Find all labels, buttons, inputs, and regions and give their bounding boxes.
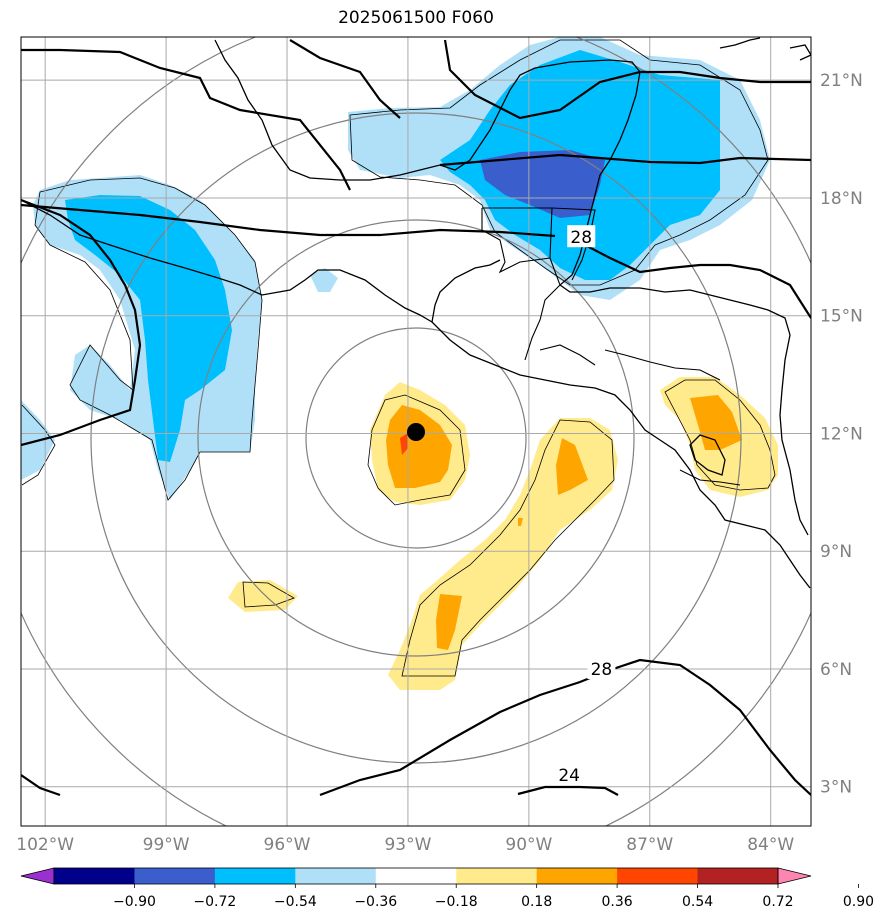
colorbar-tick-label: 0.18 (521, 894, 552, 910)
lon-tick-label: 84°W (747, 835, 794, 855)
colorbar-tick-label: 0.90 (843, 894, 874, 910)
contour-label-bg (587, 656, 616, 679)
positive-region-band-core-south (436, 594, 462, 650)
country-borders (481, 207, 741, 486)
positive-region-storm-peak (400, 433, 408, 455)
contour-label: 24 (558, 766, 580, 786)
colorbar-tick-label: 0.72 (762, 894, 793, 910)
lat-tick-label: 18°N (820, 189, 863, 209)
coastlines (21, 37, 811, 589)
colorbar-tick-label: 0.54 (682, 894, 713, 910)
lat-tick-label: 12°N (820, 424, 863, 444)
storm-center-marker (407, 423, 425, 441)
central-america-caribbean (559, 284, 809, 536)
cuba-coast (719, 37, 761, 49)
colorbar: −0.90 −0.72 −0.54 −0.36 −0.18 0.18 0.36 0.54 0.7… (20, 867, 874, 910)
lat-tick-label: 6°N (820, 660, 852, 680)
positive-region-band-speck (518, 518, 523, 526)
colorbar-swatch (536, 868, 618, 884)
contour-28-north (21, 203, 556, 238)
contour-upper-1 (21, 48, 351, 191)
colorbar-swatch (214, 868, 296, 884)
distance-ring-1 (305, 327, 527, 549)
negative-region-north-peak (480, 150, 605, 218)
colorbar-swatch (54, 868, 135, 884)
positive-region-band-core (556, 438, 588, 495)
mexico-pacific-coast (21, 199, 501, 324)
contour-west-loop (21, 198, 142, 447)
colorbar-swatch (375, 868, 457, 884)
contour-label: 28 (591, 660, 613, 680)
contour-upper-4 (439, 153, 811, 167)
nicaragua-costa-rica-border (679, 469, 741, 486)
colorbar-tick-label: −0.36 (354, 894, 397, 910)
colorbar-extend-max (777, 867, 812, 885)
contour-label-bg (555, 762, 584, 785)
gulf-coast-mexico (214, 39, 641, 286)
lat-tick-label: 3°N (820, 778, 852, 798)
lon-tick-label: 96°W (264, 835, 311, 855)
lat-tick-label: 9°N (820, 542, 852, 562)
negative-region-west-core (65, 195, 232, 462)
distance-rings (21, 37, 811, 826)
contour-label-bg (567, 225, 596, 248)
contour-24 (517, 785, 619, 796)
positive-region-small (228, 580, 298, 612)
guatemala-honduras-border (524, 257, 561, 361)
latitude-labels: 3°N 6°N 9°N 12°N 15°N 18°N 21°N (820, 71, 863, 798)
positive-region-storm-core (386, 405, 452, 488)
mexico-guatemala-border (481, 207, 553, 274)
thick-contours (21, 39, 811, 797)
colorbar-tick-label: −0.90 (113, 894, 156, 910)
negative-region-small (310, 268, 338, 292)
colorbar-swatch (134, 868, 216, 884)
longitude-labels: 102°W 99°W 96°W 93°W 90°W 87°W 84°W (16, 835, 794, 855)
colorbar-swatch (617, 868, 699, 884)
contour-sw (21, 774, 61, 797)
colorbar-frame (53, 867, 779, 885)
contour-label: 28 (570, 228, 592, 248)
colorbar-extend-min (20, 867, 55, 885)
colorbar-tick-label: −0.18 (435, 894, 478, 910)
colorbar-swatch (295, 868, 377, 884)
distance-ring-3 (90, 112, 742, 764)
contour-28-north-east (584, 244, 811, 319)
lon-tick-label: 99°W (143, 835, 190, 855)
map-title: 2025061500 F060 (338, 8, 494, 28)
central-america-pacific (431, 321, 811, 589)
map-frame (20, 36, 812, 827)
lake-nicaragua (689, 434, 726, 476)
lat-tick-label: 21°N (820, 71, 863, 91)
colorbar-tick-label: 0.36 (602, 894, 633, 910)
colorbar-tick-label: −0.72 (193, 894, 236, 910)
el-salvador-border (539, 344, 596, 366)
lat-tick-label: 15°N (820, 307, 863, 327)
distance-ring-2 (197, 219, 635, 657)
colorbar-tick-label: −0.54 (274, 894, 317, 910)
shaded-anomaly-layer (21, 37, 778, 690)
contour-labels: 28 28 24 (555, 225, 616, 786)
contour-upper-3 (443, 39, 811, 120)
lon-tick-label: 102°W (16, 835, 74, 855)
colorbar-swatch (697, 868, 779, 884)
contour-upper-2 (289, 39, 401, 119)
colorbar-swatch (456, 868, 538, 884)
honduras-nicaragua-border (604, 349, 721, 381)
lon-tick-label: 93°W (384, 835, 431, 855)
lon-tick-label: 87°W (626, 835, 673, 855)
cuba-west (789, 44, 811, 61)
lon-tick-label: 90°W (505, 835, 552, 855)
